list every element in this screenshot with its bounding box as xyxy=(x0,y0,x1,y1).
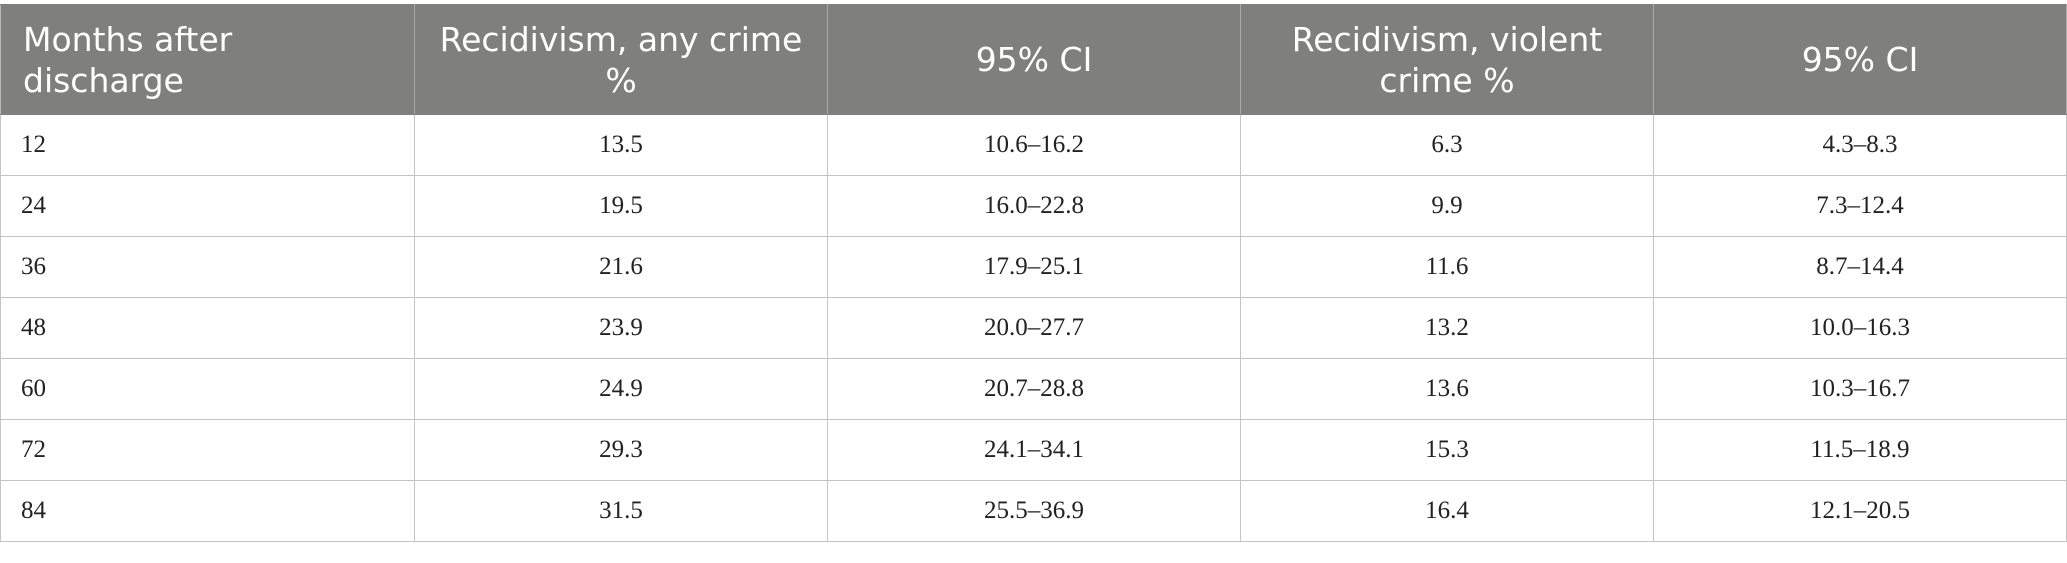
cell-violent-crime: 13.2 xyxy=(1240,297,1654,359)
cell-any-crime-ci: 24.1–34.1 xyxy=(827,419,1241,481)
cell-any-crime-ci: 20.0–27.7 xyxy=(827,297,1241,359)
cell-months: 60 xyxy=(0,358,415,420)
cell-violent-crime: 15.3 xyxy=(1240,419,1654,481)
cell-any-crime-ci: 10.6–16.2 xyxy=(827,114,1241,176)
cell-months: 84 xyxy=(0,480,415,542)
table-row: 48 23.9 20.0–27.7 13.2 10.0–16.3 xyxy=(0,297,2067,359)
cell-months: 48 xyxy=(0,297,415,359)
cell-any-crime: 21.6 xyxy=(414,236,828,298)
cell-violent-crime-ci: 12.1–20.5 xyxy=(1653,480,2067,542)
header-months-after-discharge: Months after discharge xyxy=(0,4,415,115)
cell-months: 24 xyxy=(0,175,415,237)
cell-months: 12 xyxy=(0,114,415,176)
table-row: 60 24.9 20.7–28.8 13.6 10.3–16.7 xyxy=(0,358,2067,420)
header-row: Months after discharge Recidivism, any c… xyxy=(0,4,2067,115)
cell-violent-crime-ci: 10.0–16.3 xyxy=(1653,297,2067,359)
cell-any-crime-ci: 20.7–28.8 xyxy=(827,358,1241,420)
table-row: 36 21.6 17.9–25.1 11.6 8.7–14.4 xyxy=(0,236,2067,298)
cell-violent-crime-ci: 7.3–12.4 xyxy=(1653,175,2067,237)
header-violent-crime-ci: 95% CI xyxy=(1653,4,2067,115)
cell-any-crime-ci: 17.9–25.1 xyxy=(827,236,1241,298)
cell-any-crime: 24.9 xyxy=(414,358,828,420)
table-row: 72 29.3 24.1–34.1 15.3 11.5–18.9 xyxy=(0,419,2067,481)
table-row: 84 31.5 25.5–36.9 16.4 12.1–20.5 xyxy=(0,480,2067,542)
cell-months: 72 xyxy=(0,419,415,481)
table-row: 24 19.5 16.0–22.8 9.9 7.3–12.4 xyxy=(0,175,2067,237)
header-recidivism-any-crime: Recidivism, any crime % xyxy=(414,4,828,115)
header-any-crime-ci: 95% CI xyxy=(827,4,1241,115)
cell-violent-crime: 9.9 xyxy=(1240,175,1654,237)
header-recidivism-violent-crime: Recidivism, violent crime % xyxy=(1240,4,1654,115)
cell-violent-crime-ci: 10.3–16.7 xyxy=(1653,358,2067,420)
cell-violent-crime: 16.4 xyxy=(1240,480,1654,542)
table-header: Months after discharge Recidivism, any c… xyxy=(0,4,2067,115)
cell-any-crime-ci: 16.0–22.8 xyxy=(827,175,1241,237)
cell-any-crime-ci: 25.5–36.9 xyxy=(827,480,1241,542)
cell-violent-crime: 6.3 xyxy=(1240,114,1654,176)
recidivism-table-container: Months after discharge Recidivism, any c… xyxy=(0,4,2067,542)
cell-any-crime: 13.5 xyxy=(414,114,828,176)
cell-months: 36 xyxy=(0,236,415,298)
cell-any-crime: 19.5 xyxy=(414,175,828,237)
cell-violent-crime-ci: 8.7–14.4 xyxy=(1653,236,2067,298)
cell-any-crime: 31.5 xyxy=(414,480,828,542)
cell-violent-crime-ci: 4.3–8.3 xyxy=(1653,114,2067,176)
table-row: 12 13.5 10.6–16.2 6.3 4.3–8.3 xyxy=(0,114,2067,176)
recidivism-table: Months after discharge Recidivism, any c… xyxy=(0,4,2067,542)
cell-any-crime: 23.9 xyxy=(414,297,828,359)
cell-violent-crime-ci: 11.5–18.9 xyxy=(1653,419,2067,481)
cell-any-crime: 29.3 xyxy=(414,419,828,481)
table-body: 12 13.5 10.6–16.2 6.3 4.3–8.3 24 19.5 16… xyxy=(0,114,2067,542)
cell-violent-crime: 11.6 xyxy=(1240,236,1654,298)
cell-violent-crime: 13.6 xyxy=(1240,358,1654,420)
